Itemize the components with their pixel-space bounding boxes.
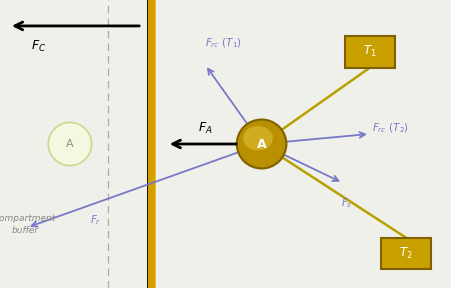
Bar	[147, 0, 148, 288]
Text: $T_2$: $T_2$	[399, 246, 413, 261]
Text: A: A	[257, 137, 267, 151]
Ellipse shape	[237, 120, 286, 168]
Text: $F_A$: $F_A$	[198, 121, 212, 136]
Text: $F_s$: $F_s$	[341, 196, 352, 210]
Bar	[345, 36, 395, 68]
Bar	[381, 238, 431, 269]
Text: $F_C$: $F_C$	[31, 39, 46, 54]
Text: $T_1$: $T_1$	[363, 44, 377, 59]
Bar	[155, 0, 156, 288]
Ellipse shape	[48, 122, 92, 166]
Ellipse shape	[243, 126, 273, 151]
Text: compartment
buffer: compartment buffer	[0, 214, 55, 235]
Bar	[147, 0, 156, 288]
Text: $F_{rc}\ (T_2)$: $F_{rc}\ (T_2)$	[372, 121, 409, 135]
Text: $F_{rc}\ (T_1)$: $F_{rc}\ (T_1)$	[205, 37, 242, 50]
Text: A: A	[66, 139, 74, 149]
Text: $F_r$: $F_r$	[90, 213, 101, 227]
